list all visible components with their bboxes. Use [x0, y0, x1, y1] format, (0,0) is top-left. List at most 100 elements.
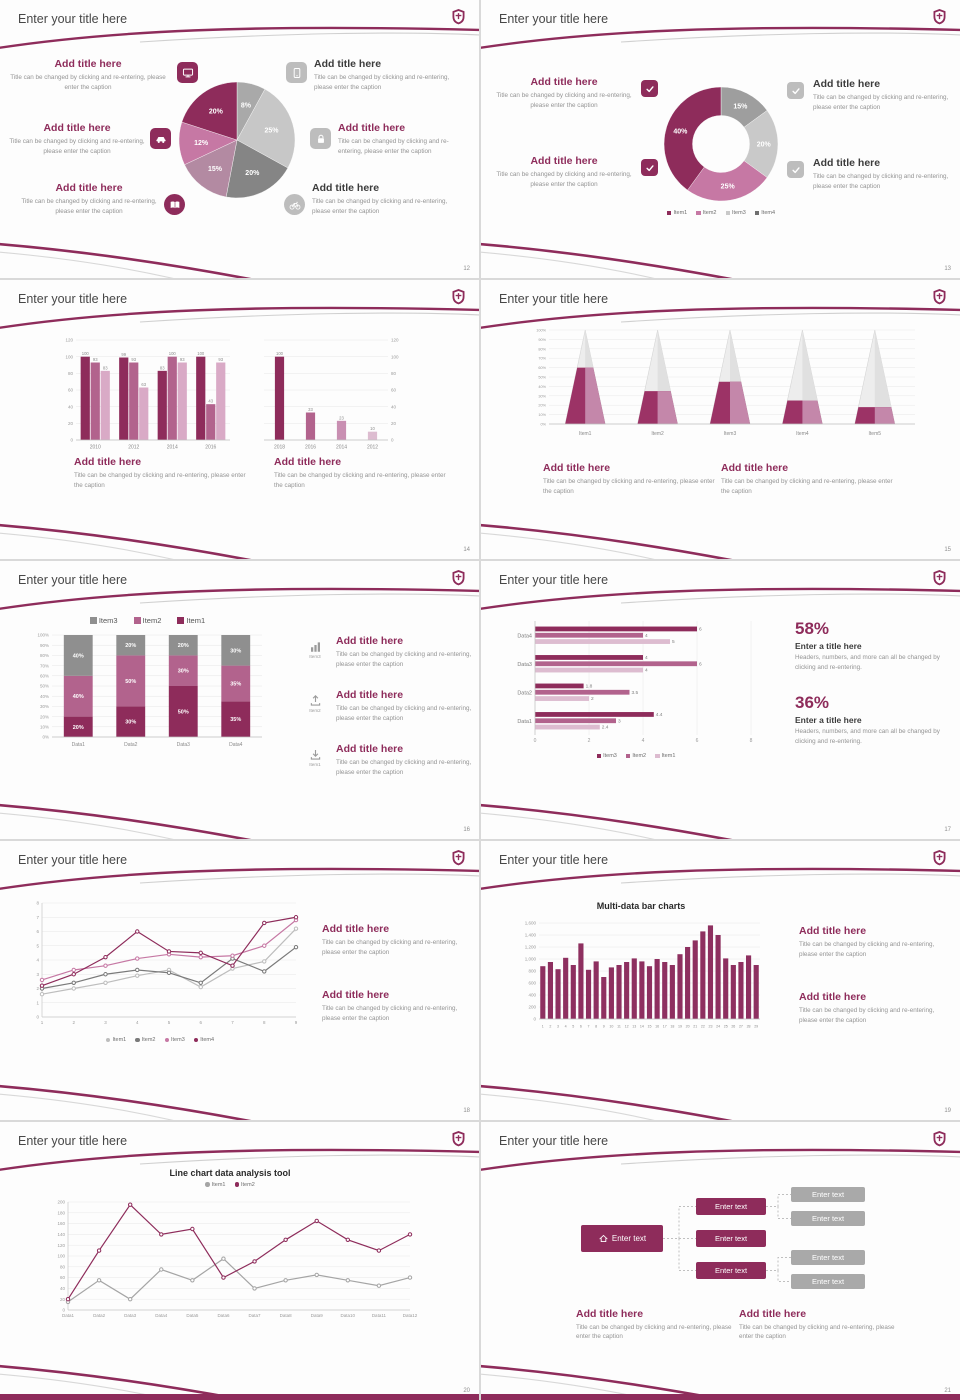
svg-text:70%: 70%	[538, 357, 546, 361]
stat-value: 58%	[795, 618, 830, 638]
svg-text:83: 83	[160, 366, 165, 371]
svg-text:20%: 20%	[125, 643, 136, 649]
info-block: Add title here Title can be changed by c…	[274, 456, 450, 491]
node-label: Enter text	[714, 1233, 748, 1243]
info-block: Add title here Title can be changed by c…	[543, 462, 719, 497]
lock-icon	[310, 128, 331, 149]
chart-legend: Item1 Item2 Item3 Item4	[45, 1037, 275, 1043]
stat-block: 58% Enter a title here Headers, numbers,…	[795, 619, 941, 673]
slide-13[interactable]: Enter your title here 15% 20% 25% 40% Item1…	[481, 0, 960, 279]
svg-text:13: 13	[632, 1025, 636, 1029]
block-title: Add title here	[530, 76, 598, 88]
node-label: Enter text	[611, 1233, 647, 1243]
svg-text:2.4: 2.4	[602, 724, 609, 730]
svg-text:5: 5	[672, 639, 675, 645]
block-title: Add title here	[54, 58, 122, 70]
monitor-icon	[177, 62, 198, 83]
svg-text:Data3: Data3	[177, 742, 191, 748]
svg-text:93: 93	[218, 357, 223, 362]
info-block: Add title here Title can be changed by c…	[322, 989, 470, 1024]
block-title: Add title here	[799, 925, 867, 938]
school-logo-icon	[451, 569, 466, 586]
top-swoosh	[0, 280, 479, 334]
slide-15[interactable]: Enter your title here 0% 10% 20% 30% 40% 50% 6…	[481, 280, 960, 559]
svg-text:8: 8	[36, 901, 39, 906]
svg-text:30%: 30%	[538, 395, 546, 399]
page-number: 15	[944, 546, 951, 553]
slide-title: Enter your title here	[499, 292, 609, 307]
svg-text:140: 140	[57, 1232, 65, 1237]
node-label: Enter text	[811, 1213, 845, 1223]
svg-text:3: 3	[36, 972, 39, 977]
legend-item: Item1	[205, 1182, 226, 1188]
svg-text:10%: 10%	[538, 413, 546, 417]
slide-17[interactable]: Enter your title here 0 2 4 6 8 6 4 5 Data4 4 6 4 Da…	[481, 560, 960, 840]
svg-text:0: 0	[534, 738, 537, 744]
svg-text:1: 1	[41, 1020, 44, 1025]
node-label: Enter text	[811, 1189, 845, 1199]
top-swoosh	[0, 841, 479, 895]
slide-20[interactable]: Enter your title here Line chart data an…	[0, 1121, 479, 1400]
svg-text:4: 4	[645, 633, 648, 639]
svg-text:2: 2	[549, 1025, 551, 1029]
svg-text:10: 10	[609, 1025, 613, 1029]
page-number: 13	[944, 266, 951, 273]
svg-text:100: 100	[65, 355, 73, 360]
svg-text:9: 9	[295, 1020, 298, 1025]
svg-text:60%: 60%	[40, 673, 49, 678]
svg-text:100: 100	[276, 352, 284, 357]
slide-16[interactable]: Enter your title here Item3 Item2 Item1 0%…	[0, 560, 479, 840]
smartphone-icon	[286, 62, 307, 83]
svg-text:Data5: Data5	[186, 1313, 199, 1318]
school-logo-icon	[932, 8, 947, 25]
slide-21[interactable]: Enter your title here Enter text Enter t…	[481, 1121, 960, 1400]
home-node: Enter text	[581, 1224, 663, 1252]
svg-text:3: 3	[104, 1020, 107, 1025]
svg-text:7: 7	[588, 1025, 590, 1029]
svg-text:99: 99	[121, 352, 126, 357]
svg-text:Data4: Data4	[229, 742, 243, 748]
block-caption: Title can be changed by clicking and re-…	[336, 704, 472, 722]
slide-title: Enter your title here	[18, 292, 128, 307]
svg-text:40%: 40%	[538, 385, 546, 389]
svg-text:Item2: Item2	[651, 431, 664, 437]
svg-text:93: 93	[131, 357, 136, 362]
bottom-swoosh	[0, 1080, 479, 1120]
svg-text:100%: 100%	[37, 632, 49, 637]
slide-19[interactable]: Enter your title here Multi-data bar cha…	[481, 841, 960, 1120]
svg-text:10%: 10%	[40, 724, 49, 729]
svg-text:50%: 50%	[40, 683, 49, 688]
svg-text:80: 80	[68, 371, 74, 376]
svg-text:19: 19	[678, 1025, 682, 1029]
flow-node: Enter text	[791, 1249, 865, 1265]
flow-node: Enter text	[791, 1186, 865, 1202]
svg-text:30%: 30%	[178, 668, 189, 674]
svg-text:12: 12	[625, 1025, 629, 1029]
checkbox-icon	[787, 161, 804, 178]
school-logo-icon	[932, 288, 947, 305]
svg-text:6: 6	[36, 929, 39, 934]
svg-text:1: 1	[36, 1001, 39, 1006]
legend-item: Item2	[625, 753, 646, 759]
slide-14[interactable]: Enter your title here 0 20 40 60 80 100 120 100…	[0, 280, 479, 559]
svg-text:40%: 40%	[73, 653, 84, 659]
block-caption: Title can be changed by clicking and re-…	[314, 74, 450, 91]
svg-text:120: 120	[65, 338, 73, 343]
svg-text:6: 6	[199, 1020, 202, 1025]
block-caption: Title can be changed by clicking and re-…	[322, 939, 458, 956]
svg-text:120: 120	[391, 338, 399, 343]
slide-12[interactable]: Enter your title here 8% 25% 20% 15% 12% 20% …	[0, 0, 479, 279]
svg-text:2016: 2016	[205, 445, 216, 451]
svg-text:0: 0	[391, 438, 394, 443]
svg-text:Data1: Data1	[62, 1313, 75, 1318]
block-caption: Title can be changed by clicking and re-…	[338, 138, 449, 155]
svg-text:1,000: 1,000	[525, 957, 537, 962]
svg-text:4.4: 4.4	[656, 712, 663, 718]
block-title: Add title here	[322, 989, 390, 1002]
line-chart: 0 20 40 60 80 100 120 140 160 180 200 Data1 Data2 Dat…	[57, 1199, 417, 1318]
block-caption: Title can be changed by clicking and re-…	[322, 1005, 458, 1022]
info-block: Add title here Title can be changed by c…	[336, 689, 472, 724]
icon-label: Item2	[309, 707, 321, 713]
block-caption: Title can be changed by clicking and re-…	[739, 1323, 895, 1341]
